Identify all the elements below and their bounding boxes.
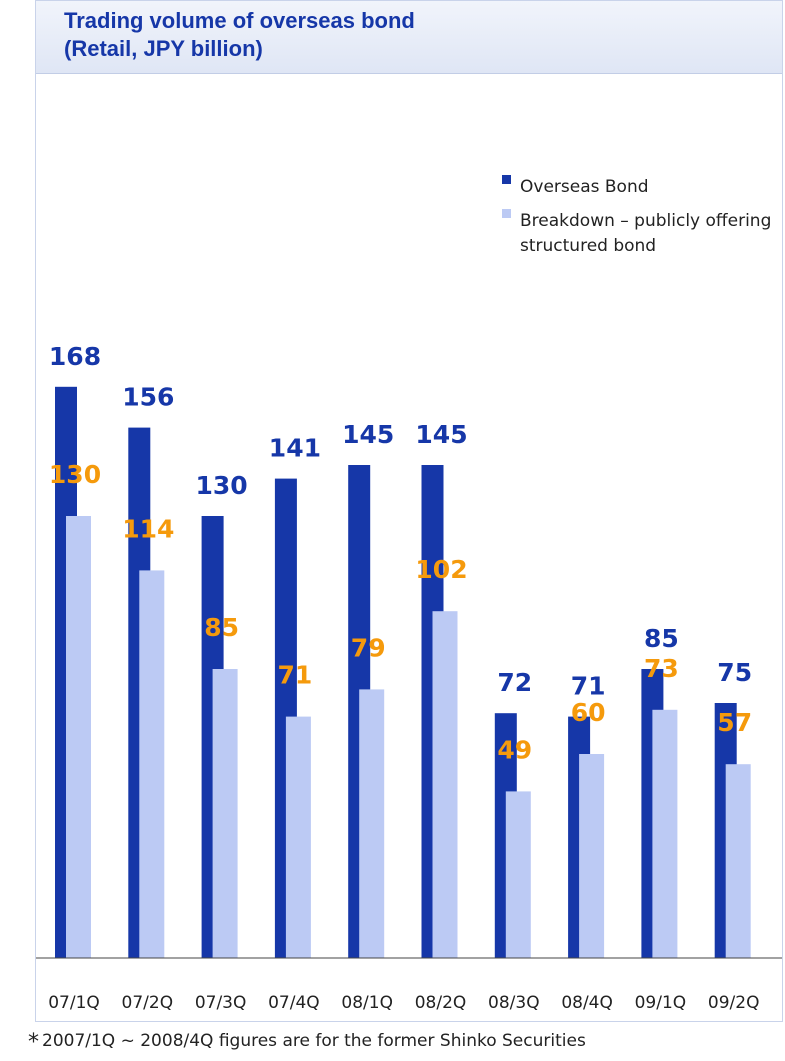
x-tick-label: 07/3Q bbox=[195, 993, 247, 1013]
data-label-overseas-bond: 156 bbox=[122, 383, 174, 412]
bar-structured-bond bbox=[66, 516, 91, 958]
data-label-overseas-bond: 85 bbox=[644, 624, 679, 653]
bar-structured-bond bbox=[725, 764, 751, 958]
bar-structured-bond bbox=[139, 570, 165, 958]
data-label-overseas-bond: 130 bbox=[196, 471, 248, 500]
data-label-structured-bond: 73 bbox=[644, 654, 679, 683]
data-label-overseas-bond: 145 bbox=[415, 420, 467, 449]
x-tick-label: 09/1Q bbox=[635, 993, 687, 1013]
x-tick-label: 07/2Q bbox=[122, 993, 174, 1013]
x-tick-label: 07/1Q bbox=[48, 993, 100, 1013]
data-label-structured-bond: 130 bbox=[49, 460, 101, 489]
data-label-structured-bond: 71 bbox=[278, 661, 313, 690]
data-label-overseas-bond: 72 bbox=[497, 668, 532, 697]
x-tick-label: 08/4Q bbox=[561, 993, 613, 1013]
data-label-structured-bond: 85 bbox=[204, 613, 239, 642]
bar-structured-bond bbox=[359, 689, 385, 958]
data-label-overseas-bond: 141 bbox=[269, 434, 321, 463]
bar-structured-bond bbox=[212, 669, 238, 958]
bar-structured-bond bbox=[432, 611, 458, 958]
data-label-structured-bond: 79 bbox=[351, 633, 386, 662]
bar-structured-bond bbox=[579, 754, 605, 958]
data-label-structured-bond: 114 bbox=[122, 514, 174, 543]
x-tick-label: 09/2Q bbox=[708, 993, 760, 1013]
data-label-overseas-bond: 145 bbox=[342, 420, 394, 449]
bar-structured-bond bbox=[285, 716, 311, 958]
data-label-overseas-bond: 71 bbox=[571, 672, 606, 701]
data-label-structured-bond: 60 bbox=[571, 698, 606, 727]
data-label-structured-bond: 49 bbox=[497, 735, 532, 764]
footnote: * 2007/1Q ~ 2008/4Q figures are for the f… bbox=[28, 1030, 586, 1055]
x-tick-label: 07/4Q bbox=[268, 993, 320, 1013]
chart-title-line-2: (Retail, JPY billion) bbox=[64, 36, 263, 61]
bar-structured-bond bbox=[505, 791, 531, 958]
data-label-overseas-bond: 75 bbox=[717, 658, 752, 687]
x-tick-label: 08/1Q bbox=[341, 993, 393, 1013]
legend-label-structured-bond-line-2: structured bond bbox=[520, 236, 656, 256]
footnote-text: 2007/1Q ~ 2008/4Q figures are for the fo… bbox=[42, 1031, 586, 1051]
legend-swatch-structured-bond bbox=[502, 209, 511, 218]
bar-structured-bond bbox=[652, 709, 678, 958]
data-label-structured-bond: 57 bbox=[717, 708, 752, 737]
title-band: Trading volume of overseas bond (Retail,… bbox=[36, 1, 782, 74]
legend-label-overseas-bond: Overseas Bond bbox=[520, 177, 649, 197]
legend-swatch-overseas-bond bbox=[502, 175, 511, 184]
x-tick-label: 08/3Q bbox=[488, 993, 540, 1013]
legend-label-structured-bond-line-1: Breakdown – publicly offering bbox=[520, 211, 771, 231]
chart-title-line-1: Trading volume of overseas bond bbox=[64, 8, 415, 33]
footnote-marker: * bbox=[28, 1030, 39, 1055]
data-label-overseas-bond: 168 bbox=[49, 342, 101, 371]
data-label-structured-bond: 102 bbox=[415, 555, 467, 584]
x-tick-label: 08/2Q bbox=[415, 993, 467, 1013]
bar-chart: 168 130 07/1Q 156 114 07/2Q 130 85 07/3Q 141 71 07/… bbox=[36, 175, 782, 1013]
